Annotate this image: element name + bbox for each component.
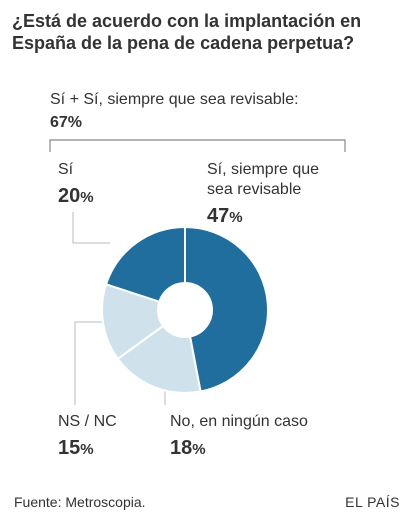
value-si-revisable-number: 47 [207,205,230,227]
label-si-revisable-line1: Sí, siempre que [207,161,320,178]
donut-slice-2 [101,283,165,361]
value-si-number: 20 [58,185,81,207]
donut-slice-0 [184,225,269,393]
group-value: 67% [50,112,82,134]
chart-title: ¿Está de acuerdo con la implantación en … [12,11,362,53]
value-si: 20% [58,185,94,209]
donut-slices [101,225,269,394]
donut-slice-3 [104,225,186,303]
value-no-unit: % [192,441,206,458]
group-bracket [49,139,346,152]
group-value-number: 67 [50,114,68,131]
value-ns-nc-number: 15 [58,437,81,459]
label-no: No, en ningún caso [170,413,308,430]
label-ns-nc: NS / NC [58,413,117,430]
value-si-revisable: 47% [207,205,243,229]
group-label: Sí + Sí, siempre que sea revisable: [50,91,299,108]
value-ns-nc: 15% [58,437,94,461]
value-no: 18% [170,437,206,461]
label-si-revisable-line2: sea revisable [207,181,302,198]
group-value-unit: % [67,114,83,131]
label-si: Sí [58,161,74,178]
value-si-revisable-unit: % [229,209,243,226]
footer-brand: EL PAÍS [345,494,400,510]
leader-line-si [72,212,110,244]
donut-slice-1 [116,324,202,394]
value-si-unit: % [80,189,94,206]
value-no-number: 18 [170,437,193,459]
value-ns-nc-unit: % [80,441,94,458]
footer-source: Fuente: Metroscopia. [14,494,146,510]
